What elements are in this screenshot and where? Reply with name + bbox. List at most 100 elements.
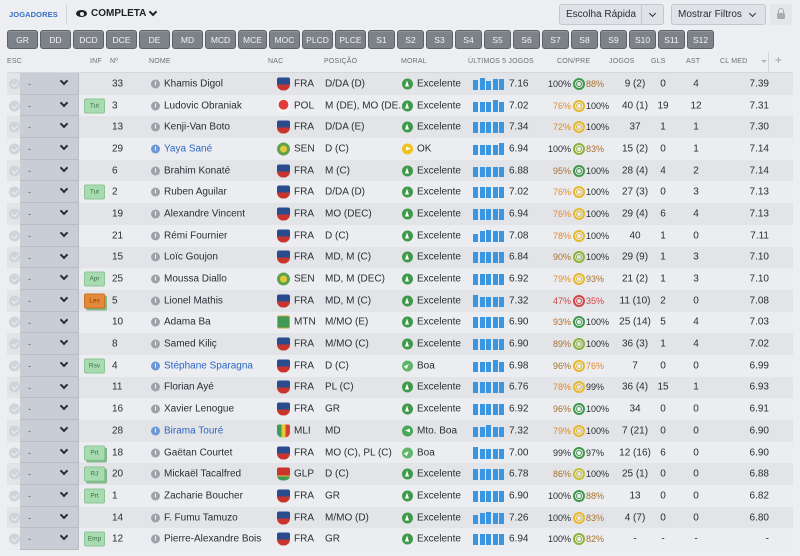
position-filter-de[interactable]: DE — [139, 30, 170, 49]
player-name[interactable]: Stéphane Sparagna — [164, 360, 253, 372]
col-gls[interactable]: GLS — [651, 58, 666, 65]
select-checkbox[interactable] — [9, 468, 20, 480]
table-row[interactable]: - Tut 2 i Ruben Aguilar FRA D/DA (D) Excelente 7… — [7, 181, 793, 204]
player-name[interactable]: Pierre-Alexandre Bois — [164, 533, 262, 545]
select-checkbox[interactable] — [9, 381, 20, 393]
show-filters-button[interactable]: Mostrar Filtros — [671, 4, 766, 25]
selection-dropdown[interactable]: - — [20, 116, 78, 139]
table-row[interactable]: - Apr 25 i Moussa Diallo SEN MD, M (DEC) Excele… — [7, 268, 793, 290]
position-filter-s10[interactable]: S10 — [629, 30, 656, 49]
select-checkbox[interactable] — [9, 230, 20, 242]
info-icon[interactable]: i — [151, 274, 160, 284]
quick-pick-label[interactable]: Escolha Rápida — [566, 9, 637, 20]
position-filter-s4[interactable]: S4 — [455, 30, 482, 49]
selection-dropdown[interactable]: - — [20, 311, 78, 334]
position-filter-mce[interactable]: MCE — [238, 30, 267, 49]
status-badge[interactable]: Rsv — [84, 358, 105, 374]
section-title[interactable]: JOGADORES — [9, 10, 58, 19]
add-column-button[interactable]: + — [768, 52, 788, 72]
info-icon[interactable]: i — [151, 166, 160, 176]
selection-dropdown[interactable]: - — [20, 224, 78, 247]
player-name[interactable]: F. Fumu Tamuzo — [164, 512, 238, 524]
info-icon[interactable]: i — [151, 79, 160, 89]
col-name[interactable]: NOME — [149, 58, 171, 65]
selection-dropdown[interactable]: - — [20, 73, 78, 95]
select-checkbox[interactable] — [9, 208, 20, 220]
select-checkbox[interactable] — [9, 360, 20, 372]
select-checkbox[interactable] — [9, 403, 20, 415]
col-last5[interactable]: ÚLTIMOS 5 JOGOS — [468, 58, 534, 65]
player-name[interactable]: Xavier Lenogue — [164, 403, 235, 415]
table-row[interactable]: - Les 5 i Lionel Mathis FRA MD, M (C) Excelente… — [7, 289, 793, 312]
selection-dropdown[interactable]: - — [20, 528, 78, 551]
player-name[interactable]: Lionel Mathis — [164, 295, 223, 307]
info-icon[interactable]: i — [151, 252, 160, 262]
select-checkbox[interactable] — [9, 165, 20, 177]
sort-arrow-icon[interactable] — [761, 60, 767, 63]
table-row[interactable]: - 21 i Rémi Fournier FRA D (C) Excelente 7.08 78… — [7, 224, 793, 247]
position-filter-plcd[interactable]: PLCD — [302, 30, 333, 49]
info-icon[interactable]: i — [151, 382, 160, 392]
view-selector[interactable]: COMPLETA — [76, 7, 158, 19]
player-name[interactable]: Ruben Aguilar — [164, 186, 227, 198]
table-row[interactable]: - 13 i Kenji-Van Boto FRA D/DA (E) Excelente 7.… — [7, 116, 793, 139]
info-icon[interactable]: i — [151, 296, 160, 306]
info-icon[interactable]: i — [151, 209, 160, 219]
select-checkbox[interactable] — [9, 447, 20, 459]
info-icon[interactable]: i — [151, 534, 160, 544]
player-name[interactable]: Ludovic Obraniak — [164, 100, 242, 112]
player-name[interactable]: Adama Ba — [164, 316, 211, 328]
select-checkbox[interactable] — [9, 425, 20, 437]
player-name[interactable]: Khamis Digol — [164, 78, 223, 90]
table-row[interactable]: - Tut 3 i Ludovic Obraniak POL M (DE), MO (DE.… — [7, 94, 793, 117]
player-name[interactable]: Brahim Konaté — [164, 165, 231, 177]
selection-dropdown[interactable]: - — [20, 138, 78, 160]
info-icon[interactable]: i — [151, 122, 160, 132]
select-checkbox[interactable] — [9, 512, 20, 524]
player-name[interactable]: Rémi Fournier — [164, 230, 228, 242]
status-badge[interactable]: Prt — [84, 488, 105, 504]
col-position[interactable]: POSIÇÃO — [324, 58, 358, 65]
select-checkbox[interactable] — [9, 251, 20, 263]
selection-dropdown[interactable]: - — [20, 203, 78, 225]
quick-pick-dropdown[interactable]: Escolha Rápida — [559, 4, 664, 25]
selection-dropdown[interactable]: - — [20, 289, 78, 312]
selection-dropdown[interactable]: - — [20, 463, 78, 486]
col-num[interactable]: Nº — [110, 58, 119, 65]
table-row[interactable]: - RJ 20 i Mickaël Tacalfred GLP D (C) Excelente… — [7, 463, 793, 486]
table-row[interactable]: - 28 i Birama Touré MLI MD Mto. Boa 7.32 79% 100%… — [7, 420, 793, 442]
position-filter-dd[interactable]: DD — [40, 30, 71, 49]
player-name[interactable]: Loïc Goujon — [164, 251, 218, 263]
col-jogos[interactable]: JOGOS — [609, 58, 635, 65]
table-row[interactable]: - 33 i Khamis Digol FRA D/DA (D) Excelente 7.16… — [7, 73, 793, 95]
selection-dropdown[interactable]: - — [20, 506, 78, 529]
info-icon[interactable]: i — [151, 101, 160, 111]
status-badge[interactable]: Prt — [84, 445, 105, 461]
table-row[interactable]: - 15 i Loïc Goujon FRA MD, M (C) Excelente 6.84… — [7, 246, 793, 269]
col-conpre[interactable]: CON/PRE — [557, 58, 591, 65]
position-filter-dce[interactable]: DCE — [106, 30, 137, 49]
info-icon[interactable]: i — [151, 469, 160, 479]
status-badge[interactable]: Tut — [84, 98, 105, 114]
status-badge[interactable]: Emp — [84, 531, 105, 547]
select-checkbox[interactable] — [9, 533, 20, 545]
player-name[interactable]: Moussa Diallo — [164, 273, 227, 285]
col-clmed[interactable]: CL MED — [720, 58, 748, 65]
position-filter-s11[interactable]: S11 — [658, 30, 685, 49]
selection-dropdown[interactable]: - — [20, 376, 78, 399]
player-name[interactable]: Florian Ayé — [164, 381, 214, 393]
selection-dropdown[interactable]: - — [20, 398, 78, 420]
position-filter-s2[interactable]: S2 — [397, 30, 424, 49]
position-filter-s3[interactable]: S3 — [426, 30, 453, 49]
status-badge[interactable]: RJ — [84, 466, 105, 482]
col-nac[interactable]: NAC — [268, 58, 284, 65]
position-filter-moc[interactable]: MOC — [269, 30, 300, 49]
selection-dropdown[interactable]: - — [20, 333, 78, 355]
player-name[interactable]: Gaëtan Courtet — [164, 447, 233, 459]
info-icon[interactable]: i — [151, 361, 160, 371]
table-row[interactable]: - 8 i Samed Kiliç FRA M/MO (C) Excelente 6.90 89… — [7, 333, 793, 355]
table-row[interactable]: - Emp 12 i Pierre-Alexandre Bois FRA GR Excelen… — [7, 528, 793, 551]
position-filter-plce[interactable]: PLCE — [335, 30, 366, 49]
select-checkbox[interactable] — [9, 490, 20, 502]
col-esc[interactable]: ESC — [7, 58, 22, 65]
